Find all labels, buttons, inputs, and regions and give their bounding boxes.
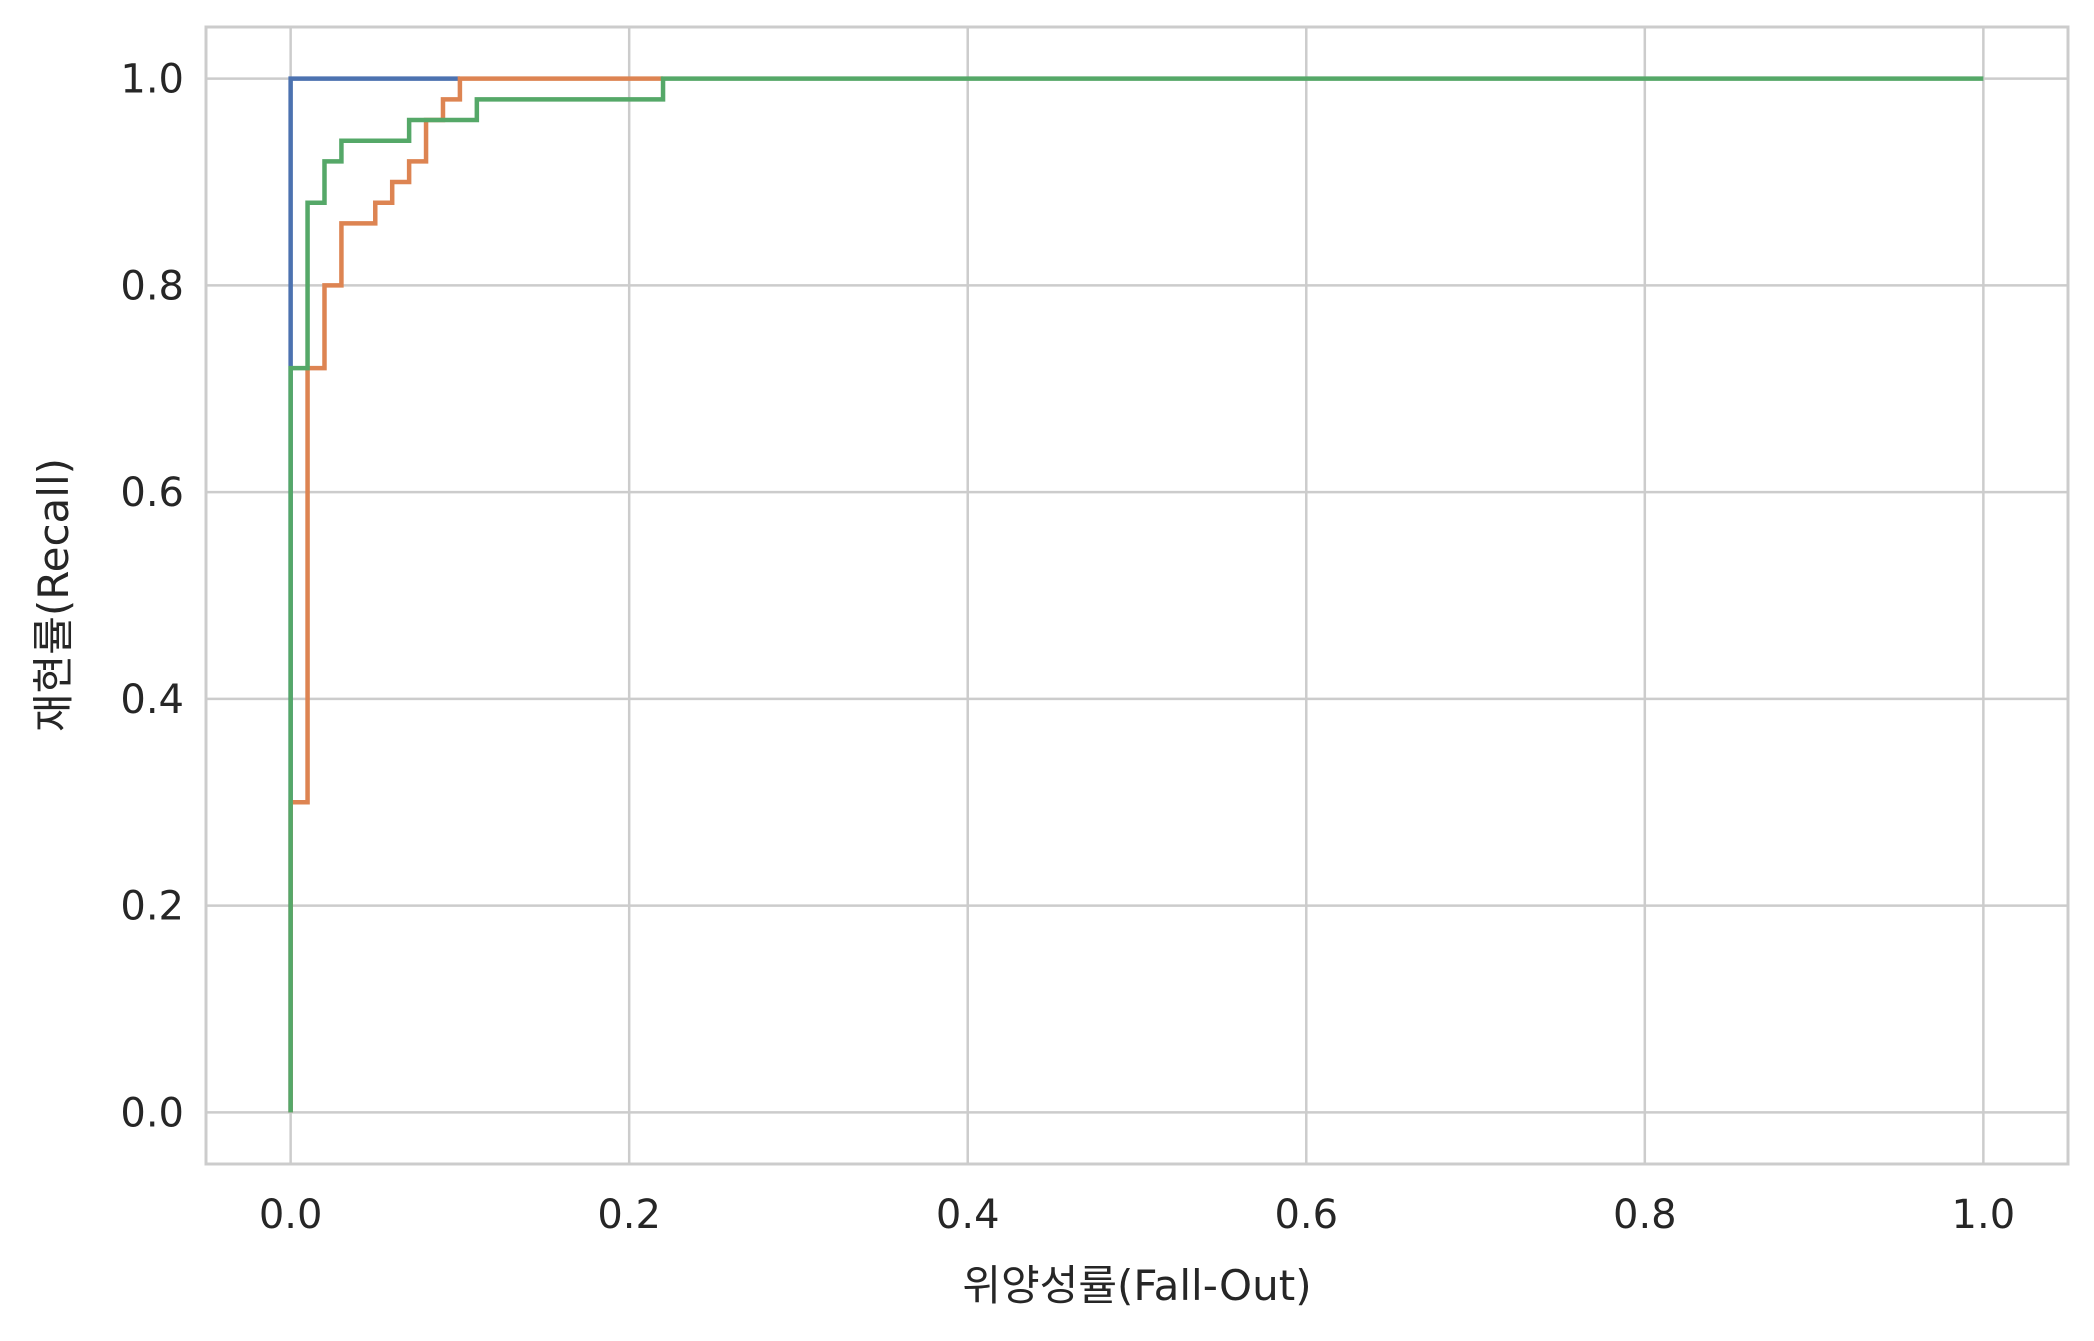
grid-lines bbox=[206, 27, 2068, 1164]
y-tick-label: 0.4 bbox=[120, 677, 184, 723]
x-tick-label: 0.0 bbox=[259, 1192, 323, 1238]
x-tick-label: 0.8 bbox=[1613, 1192, 1677, 1238]
y-axis-label: 재현률(Recall) bbox=[29, 458, 78, 732]
y-tick-label: 0.0 bbox=[120, 1090, 184, 1136]
plot-frame bbox=[204, 25, 2070, 1166]
roc-series-line-1 bbox=[288, 76, 460, 1113]
x-axis-ticks: 0.0 0.2 0.4 0.6 0.8 1.0 bbox=[259, 1192, 2015, 1238]
x-tick-label: 0.6 bbox=[1274, 1192, 1338, 1238]
x-tick-label: 0.4 bbox=[936, 1192, 1000, 1238]
series-group bbox=[288, 76, 1984, 1113]
y-axis-ticks: 0.0 0.2 0.4 0.6 0.8 1.0 bbox=[120, 57, 184, 1137]
x-axis-label: 위양성률(Fall-Out) bbox=[962, 1261, 1311, 1310]
x-tick-label: 0.2 bbox=[597, 1192, 661, 1238]
roc-series-line-3 bbox=[288, 76, 1984, 1113]
x-tick-label: 1.0 bbox=[1952, 1192, 2016, 1238]
y-tick-label: 0.6 bbox=[120, 470, 184, 516]
y-tick-label: 0.2 bbox=[120, 884, 184, 930]
y-tick-label: 0.8 bbox=[120, 263, 184, 309]
roc-series-line-2 bbox=[288, 76, 664, 1113]
y-tick-label: 1.0 bbox=[120, 57, 184, 103]
